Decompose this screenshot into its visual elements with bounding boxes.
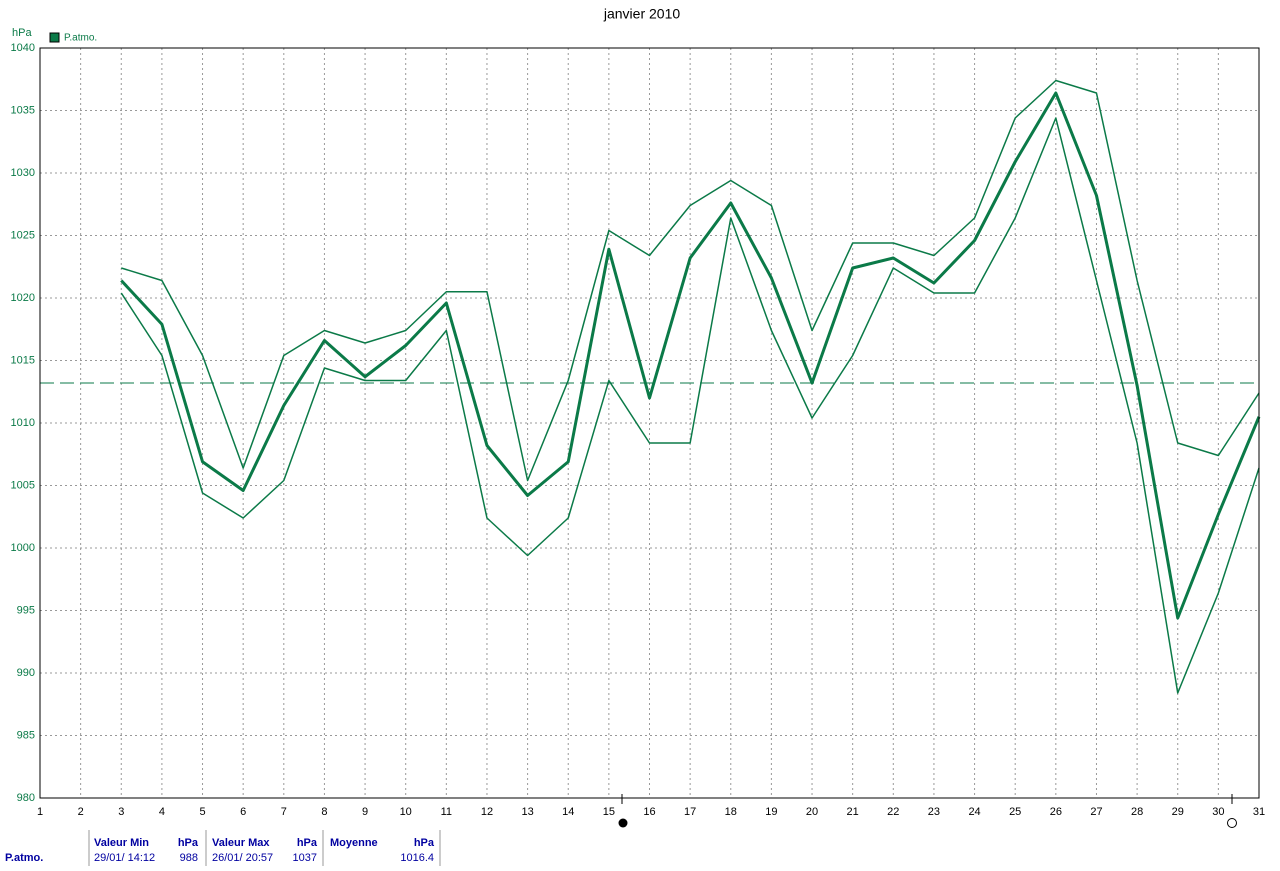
chart-title: janvier 2010 — [603, 6, 680, 22]
table-row-label: P.atmo. — [5, 852, 43, 864]
x-tick-label: 27 — [1090, 806, 1102, 818]
x-tick-label: 15 — [603, 806, 615, 818]
x-tick-label: 13 — [521, 806, 533, 818]
x-tick-label: 17 — [684, 806, 696, 818]
mean-line — [120, 91, 1261, 620]
table-header: Valeur Max — [212, 837, 270, 849]
max-line — [121, 79, 1260, 482]
stats-table: Valeur Min hPa Valeur Max hPa Moyenne hP… — [5, 830, 441, 866]
x-tick-label: 21 — [847, 806, 859, 818]
table-cell: 1016.4 — [400, 852, 434, 864]
y-tick-label: 1005 — [11, 479, 35, 491]
x-tick-label: 2 — [78, 806, 84, 818]
x-tick-label: 22 — [887, 806, 899, 818]
y-tick-label: 1010 — [11, 417, 35, 429]
table-header: Moyenne — [330, 837, 378, 849]
table-cell: 26/01/ 20:57 — [212, 852, 273, 864]
table-header: Valeur Min — [94, 837, 149, 849]
x-tick-label: 24 — [968, 806, 980, 818]
x-tick-label: 26 — [1050, 806, 1062, 818]
x-tick-label: 23 — [928, 806, 940, 818]
table-header: hPa — [297, 837, 318, 849]
x-tick-label: 29 — [1172, 806, 1184, 818]
x-tick-label: 20 — [806, 806, 818, 818]
y-tick-label: 1020 — [11, 292, 35, 304]
table-header: hPa — [414, 837, 435, 849]
plot-frame — [39, 47, 1260, 799]
x-tick-label: 31 — [1253, 806, 1265, 818]
table-header: hPa — [178, 837, 199, 849]
y-tick-label: 1035 — [11, 104, 35, 116]
x-tick-label: 5 — [199, 806, 205, 818]
y-tick-label: 1030 — [11, 167, 35, 179]
y-tick-label: 995 — [17, 604, 35, 616]
plot: 9809859909951000100510101015102010251030… — [11, 42, 1266, 818]
y-tick-label: 1025 — [11, 229, 35, 241]
x-tick-label: 16 — [643, 806, 655, 818]
moon-icon — [1227, 818, 1237, 828]
x-tick-label: 4 — [159, 806, 165, 818]
table-cell: 29/01/ 14:12 — [94, 852, 155, 864]
x-tick-label: 7 — [281, 806, 287, 818]
y-tick-label: 985 — [17, 729, 35, 741]
x-tick-label: 11 — [441, 806, 452, 818]
legend-swatch — [49, 32, 60, 43]
x-tick-label: 14 — [562, 806, 574, 818]
x-tick-label: 28 — [1131, 806, 1143, 818]
x-tick-label: 1 — [37, 806, 43, 818]
full-moon-icon — [618, 818, 628, 828]
x-tick-label: 25 — [1009, 806, 1021, 818]
min-line — [120, 117, 1260, 694]
x-tick-label: 30 — [1212, 806, 1224, 818]
y-tick-label: 1000 — [11, 542, 35, 554]
legend-label: P.atmo. — [64, 33, 97, 44]
x-tick-label: 9 — [362, 806, 368, 818]
x-tick-label: 12 — [481, 806, 493, 818]
y-tick-label: 1040 — [11, 42, 35, 54]
y-tick-label: 980 — [17, 792, 35, 804]
x-tick-label: 8 — [321, 806, 327, 818]
x-tick-label: 10 — [400, 806, 412, 818]
y-axis-label: hPa — [12, 27, 32, 39]
y-tick-label: 1015 — [11, 354, 35, 366]
x-tick-label: 18 — [725, 806, 737, 818]
table-cell: 1037 — [293, 852, 317, 864]
x-tick-label: 6 — [240, 806, 246, 818]
table-cell: 988 — [180, 852, 198, 864]
x-tick-label: 3 — [118, 806, 124, 818]
y-tick-label: 990 — [17, 667, 35, 679]
x-tick-label: 19 — [765, 806, 777, 818]
